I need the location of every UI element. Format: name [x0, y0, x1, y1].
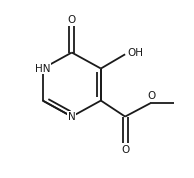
Text: O: O: [121, 145, 129, 155]
Text: HN: HN: [35, 64, 50, 74]
Text: OH: OH: [128, 48, 144, 58]
Text: O: O: [147, 91, 155, 101]
Text: N: N: [68, 112, 76, 122]
Text: O: O: [68, 15, 76, 25]
